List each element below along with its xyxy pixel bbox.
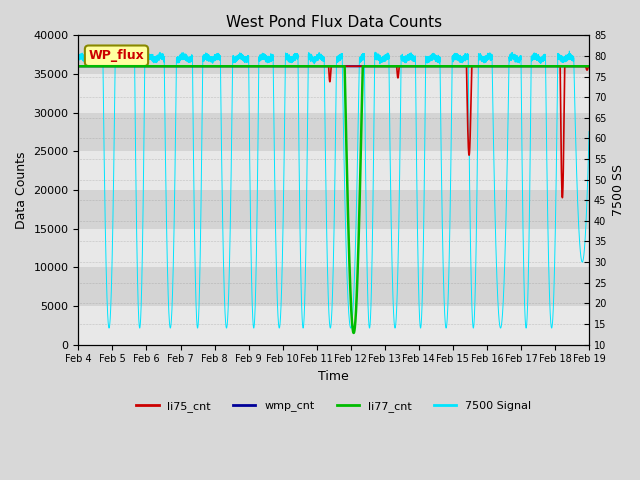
Title: West Pond Flux Data Counts: West Pond Flux Data Counts: [226, 15, 442, 30]
Y-axis label: 7500 SS: 7500 SS: [612, 164, 625, 216]
Bar: [79, 74, 589, 113]
Bar: [79, 151, 589, 190]
Bar: [79, 36, 589, 74]
Text: WP_flux: WP_flux: [88, 49, 145, 62]
X-axis label: Time: Time: [318, 370, 349, 383]
Legend: li75_cnt, wmp_cnt, li77_cnt, 7500 Signal: li75_cnt, wmp_cnt, li77_cnt, 7500 Signal: [132, 396, 536, 416]
Bar: [79, 306, 589, 345]
Bar: [79, 190, 589, 228]
Bar: [79, 113, 589, 151]
Bar: [79, 267, 589, 306]
Bar: [79, 228, 589, 267]
Y-axis label: Data Counts: Data Counts: [15, 151, 28, 228]
